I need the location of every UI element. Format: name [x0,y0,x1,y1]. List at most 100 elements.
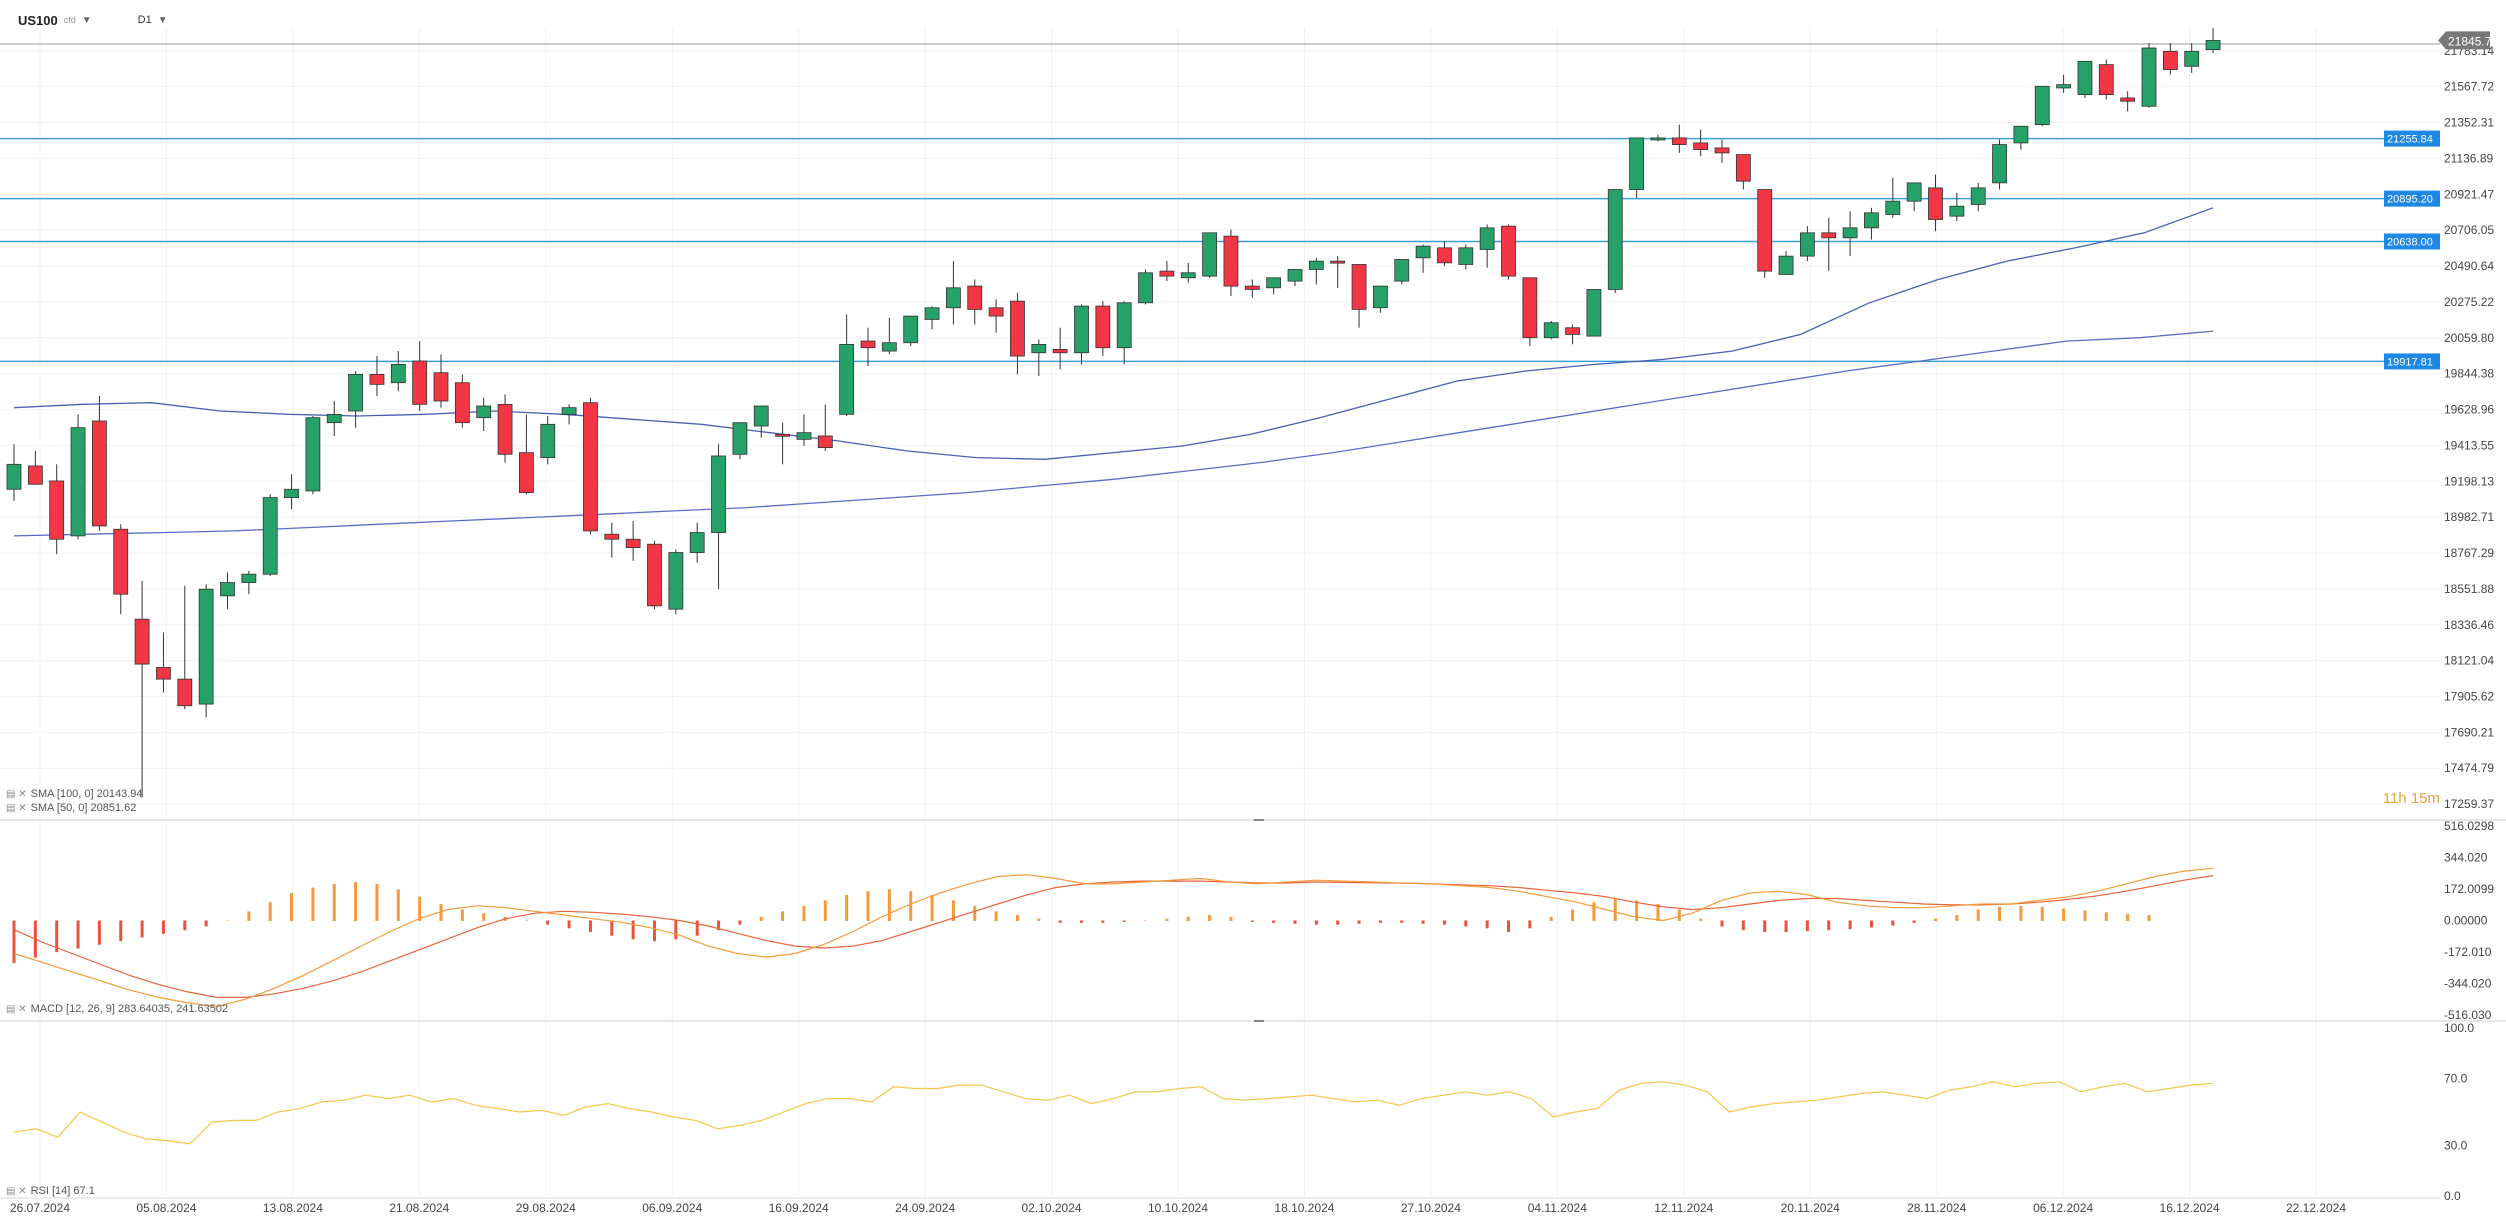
price-axis-tick-label: 20490.64 [2444,259,2494,273]
candle-body [1074,305,1089,354]
level-price-tag-text: 20895.20 [2387,194,2433,206]
candle-body [1522,277,1538,339]
sma-100-legend[interactable]: ▤ ✕ SMA [100, 0] 20143.94 [6,788,143,800]
candle-body [1778,255,1794,275]
x-axis-tick-label: 21.08.2024 [389,1201,449,1215]
symbol-label[interactable]: US100 [18,12,58,28]
candle-body [497,403,513,455]
candle-body [817,435,833,449]
price-axis-tick-label: 21136.89 [2444,151,2493,165]
level-price-tag [2384,130,2440,147]
macd-axis-tick-label: 172.0099 [2444,882,2494,896]
candle-body [134,618,150,665]
candle-body [1458,247,1474,265]
pane-resize-handle [1254,1020,1264,1022]
candle-body [561,407,577,415]
candle-body [1821,232,1837,239]
level-price-tag-text: 20638.00 [2387,236,2433,248]
candle-body [1629,137,1644,190]
legend-settings-icon[interactable]: ▤ ✕ [6,802,27,814]
rsi-axis-tick-label: 100.0 [2444,1021,2474,1035]
candle-body [647,543,662,607]
candle-body [1052,348,1068,354]
candle-body [220,582,235,597]
macd-line [13,867,2214,1008]
candle-countdown: 11h 15m [2382,790,2440,807]
candle-body [1394,259,1410,282]
last-price-tag [2438,31,2490,50]
candle-body [1437,247,1452,264]
rsi-axis-tick-label: 0.0 [2444,1189,2461,1203]
legend-settings-icon[interactable]: ▤ ✕ [6,1003,27,1015]
candle-body [1543,322,1559,339]
symbol-type-label: cfd [63,15,76,25]
price-axis-tick-label: 18982.71 [2444,510,2494,524]
candle-body [1885,200,1901,215]
candle-body [6,463,22,490]
candle-body [1095,305,1111,349]
candle-body [625,538,641,548]
rsi-legend[interactable]: ▤ ✕ RSI [14] 67.1 [6,1185,95,1197]
candle-body [70,427,86,537]
timeframe-label[interactable]: D1 [137,14,152,26]
sma-50-legend[interactable]: ▤ ✕ SMA [50, 0] 20851.62 [6,802,136,814]
x-axis-tick-label: 20.11.2024 [1781,1201,1840,1215]
candle-body [27,465,43,485]
candle-body [49,480,65,540]
candle-body [1202,232,1217,277]
candle-body [177,678,193,707]
x-axis-tick-label: 29.08.2024 [516,1201,576,1215]
x-axis-tick-label: 16.12.2024 [2160,1201,2220,1215]
price-axis-tick-label: 18551.88 [2444,582,2494,596]
x-axis-tick-label: 06.12.2024 [2033,1201,2093,1215]
macd-axis-tick-label: 0.00000 [2444,914,2488,928]
candle-body [988,307,1004,317]
candle-body [2077,60,2093,96]
x-axis-tick-label: 12.11.2024 [1654,1201,1713,1215]
sma-100-line [13,330,2214,537]
candle-body [454,382,470,424]
candle-body [796,432,812,440]
macd-axis-tick-label: 344.020 [2444,850,2488,864]
price-axis-tick-label: 21352.31 [2444,116,2494,130]
candle-body [1800,232,1815,257]
candle-body [412,360,428,405]
candle-body [1116,302,1132,349]
price-axis-tick-label: 17905.62 [2444,689,2494,703]
candle-body [2205,40,2221,51]
candle-body [1223,235,1239,287]
price-axis-tick-label: 18767.29 [2444,546,2494,560]
symbol-dropdown-icon[interactable]: ▼ [81,14,92,26]
price-axis-tick-label: 18121.04 [2444,654,2494,668]
macd-legend[interactable]: ▤ ✕ MACD [12, 26, 9] 283.64035, 241.6350… [6,1003,228,1015]
candle-body [668,552,684,610]
timeframe-dropdown-icon[interactable]: ▼ [157,14,168,26]
candle-body [1693,142,1709,150]
x-axis-tick-label: 16.09.2024 [769,1201,829,1215]
candle-body [1949,205,1965,217]
candle-body [1180,272,1196,279]
candle-body [198,588,214,705]
legend-settings-icon[interactable]: ▤ ✕ [6,788,27,800]
price-axis-tick-label: 19844.38 [2444,367,2494,381]
candle-body [2056,84,2072,89]
legend-settings-icon[interactable]: ▤ ✕ [6,1185,27,1197]
candle-body [2034,85,2050,125]
rsi-axis-tick-label: 30.0 [2444,1139,2468,1153]
macd-signal-line [13,875,2214,999]
candle-body [711,455,726,533]
level-price-tag-text: 19917.81 [2387,356,2433,368]
candle-body [604,533,620,540]
candle-body [1565,327,1580,335]
candle-body [262,497,278,575]
macd-axis-tick-label: -516.030 [2444,1008,2492,1022]
price-axis-tick-label: 18336.46 [2444,618,2494,632]
candle-body [1906,182,1922,202]
candle-body [305,417,321,492]
candle-body [946,287,961,309]
candle-body [1330,260,1346,264]
candle-body [1244,285,1260,290]
candle-body [1501,225,1516,277]
